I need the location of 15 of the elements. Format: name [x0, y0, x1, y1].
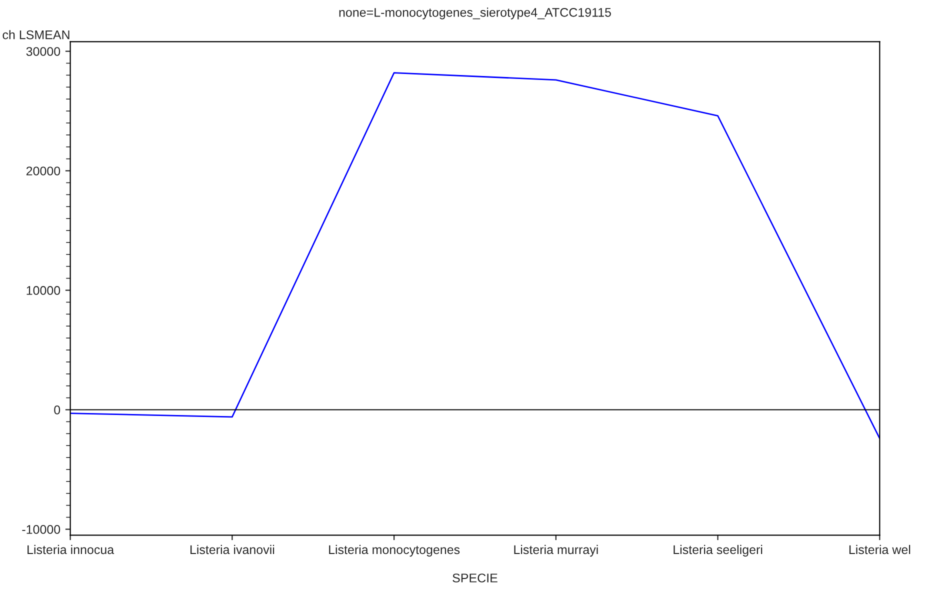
y-tick-label: 0 [54, 406, 60, 414]
line-series [70, 72, 880, 440]
x-tick-label: Listeria seeligeri [674, 544, 762, 557]
y-tick-label: 20000 [26, 166, 60, 176]
x-tick-label: Listeria wel [849, 544, 910, 554]
x-tick-label: Listeria ivanovii [190, 544, 274, 554]
y-tick-label: 10000 [26, 286, 60, 295]
y-tick-label: -10000 [22, 525, 60, 534]
x-axis-title: SPECIE [452, 574, 498, 582]
y-axis-title: ch LSMEAN [2, 30, 70, 40]
chart-title: none=L-monocytogenes_sierotype4_ATCC19115 [339, 8, 611, 20]
x-tick-label: Listeria innocua [28, 544, 114, 554]
y-tick-label: 30000 [26, 47, 60, 56]
x-tick-label: Listeria monocytogenes [329, 544, 460, 557]
x-tick-label: Listeria murrayi [514, 544, 598, 557]
